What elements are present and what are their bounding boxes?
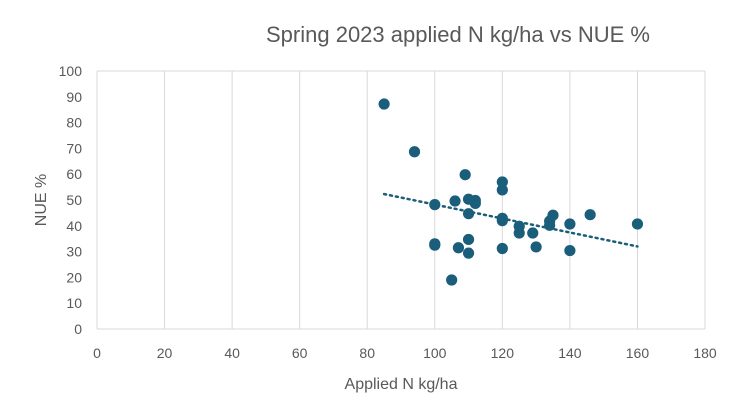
x-tick-label: 40	[224, 345, 240, 361]
x-tick-label: 80	[359, 345, 375, 361]
data-point	[452, 242, 465, 254]
data-point	[547, 209, 559, 221]
trendline	[382, 192, 639, 248]
data-point	[544, 219, 556, 231]
data-point	[496, 176, 508, 188]
x-tick-label: 100	[423, 345, 447, 361]
x-axis-label: Applied N kg/ha	[345, 376, 458, 393]
x-tick-label: 180	[693, 345, 717, 361]
data-point	[429, 239, 441, 251]
y-tick-label: 30	[66, 244, 82, 260]
y-tick-label: 70	[66, 140, 82, 156]
y-tick-label: 20	[66, 269, 82, 285]
y-tick-label: 10	[66, 295, 82, 311]
y-axis-label: NUE %	[33, 174, 50, 226]
data-point	[446, 274, 458, 286]
data-point	[462, 247, 475, 259]
data-point	[449, 195, 461, 207]
data-point	[564, 244, 576, 257]
x-tick-label: 160	[626, 345, 650, 361]
data-point	[459, 169, 471, 181]
x-tick-label: 20	[157, 345, 173, 361]
x-tick-label: 140	[558, 345, 582, 361]
data-point	[513, 227, 525, 239]
data-point	[564, 218, 576, 230]
y-tick-label: 60	[66, 166, 82, 182]
grid-layer	[96, 70, 706, 329]
data-point	[527, 227, 539, 239]
data-point	[631, 218, 644, 230]
y-tick-label: 90	[66, 89, 82, 105]
data-point	[408, 146, 421, 158]
x-tick-label: 0	[93, 345, 101, 361]
x-tick-label: 60	[292, 345, 308, 361]
y-tick-label: 80	[66, 115, 82, 131]
y-tick-label: 0	[74, 321, 82, 337]
data-point	[469, 197, 481, 209]
axis-layer: 0 20 40 60 80 100 120 140 160 180 0 10 20 30 40 50 60 70 8…	[59, 63, 717, 361]
data-point	[462, 233, 475, 246]
data-point	[496, 184, 508, 196]
data-point	[429, 199, 441, 211]
data-point	[496, 215, 508, 227]
data-point	[584, 209, 596, 221]
y-tick-label: 50	[66, 192, 82, 208]
trendline-layer	[382, 192, 639, 248]
data-point	[378, 98, 390, 110]
chart-title: Spring 2023 applied N kg/ha vs NUE %	[266, 22, 650, 47]
data-point	[496, 242, 508, 255]
x-tick-label: 120	[491, 345, 515, 361]
data-point	[530, 241, 542, 253]
points-layer	[378, 98, 644, 286]
y-tick-label: 100	[59, 63, 83, 79]
y-tick-label: 40	[66, 218, 82, 234]
data-point	[462, 208, 475, 220]
